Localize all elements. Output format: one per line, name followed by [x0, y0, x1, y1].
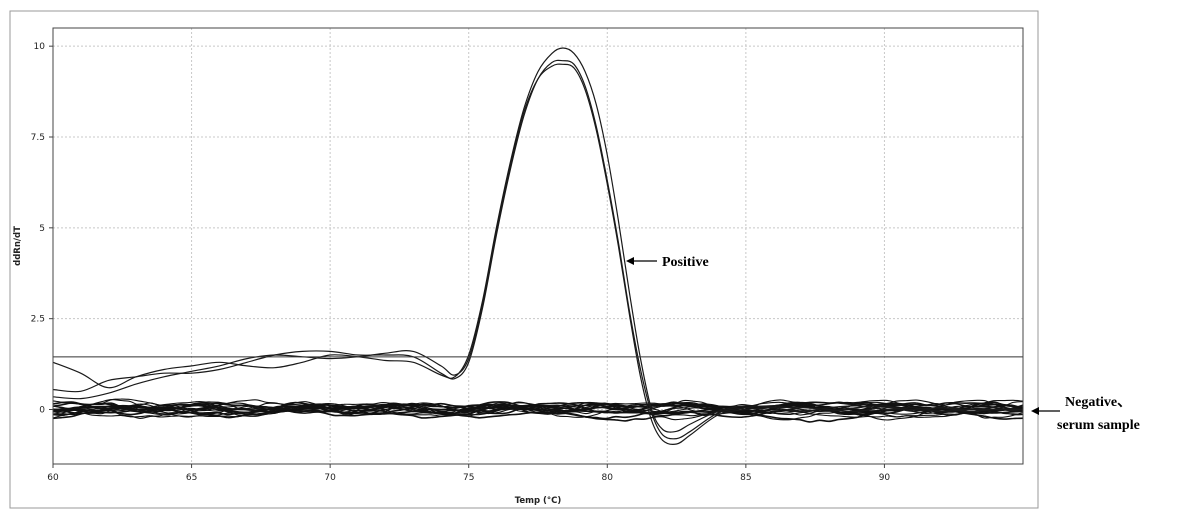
negative-curves [52, 398, 1024, 423]
x-tick-label: 70 [324, 473, 336, 483]
x-tick-label: 65 [186, 473, 197, 483]
negative-label-line1: Negative、 [1065, 395, 1131, 410]
y-tick-label: 0 [39, 406, 45, 416]
negative-curve [52, 402, 1024, 414]
negative-curve [52, 401, 1024, 416]
x-tick-label: 75 [463, 473, 474, 483]
negative-arrowhead [1031, 407, 1039, 415]
negative-label-line2: serum sample [1057, 418, 1140, 433]
x-tick-label: 85 [740, 473, 751, 483]
x-tick-label: 80 [602, 473, 614, 483]
negative-curve [52, 405, 1024, 417]
negative-annotation: Negative、 serum sample [1031, 395, 1140, 433]
plot-area-border [52, 27, 1024, 465]
x-axis-label: Temp (°C) [515, 496, 562, 506]
y-tick-label: 10 [34, 42, 46, 52]
positive-curve [52, 47, 1024, 433]
chart-frame [9, 10, 1039, 509]
y-tick-label: 2.5 [31, 315, 45, 325]
positive-curve [52, 63, 1024, 445]
x-tick-label: 60 [47, 473, 59, 483]
x-tick-label: 90 [879, 473, 891, 483]
ticks: 60 65 70 75 80 85 90 0 2.5 5 7.5 10 [31, 42, 891, 483]
positive-arrowhead [626, 257, 634, 265]
negative-curve [52, 399, 1024, 415]
y-tick-label: 5 [39, 224, 45, 234]
positive-label: Positive [662, 255, 709, 270]
positive-annotation: Positive [626, 255, 709, 270]
y-tick-label: 7.5 [31, 133, 45, 143]
y-axis-label: ddRn/dT [13, 226, 23, 266]
